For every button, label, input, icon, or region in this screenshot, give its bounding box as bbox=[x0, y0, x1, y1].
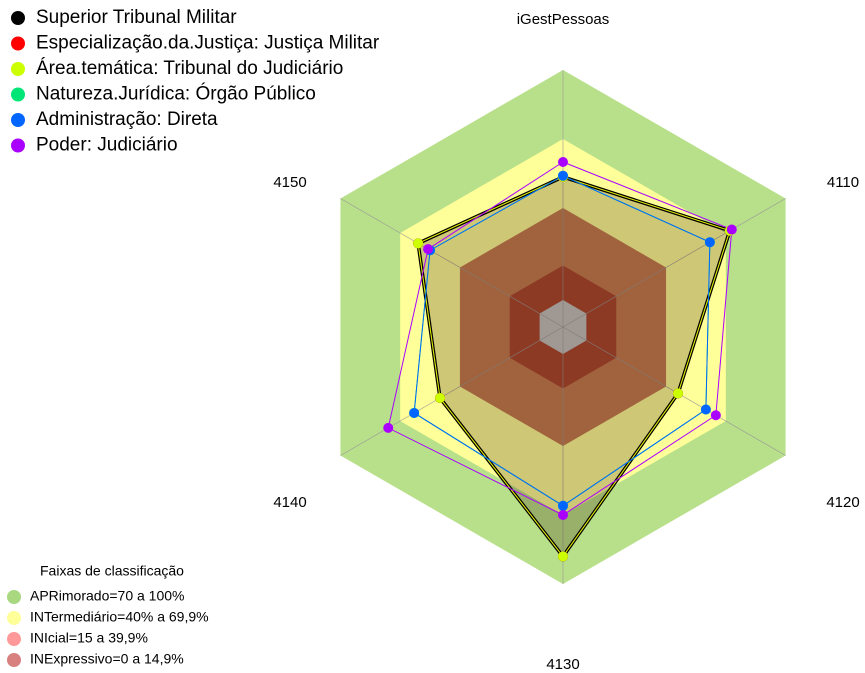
legend-label: Área.temática: Tribunal do Judiciário bbox=[36, 58, 343, 79]
data-point bbox=[710, 410, 721, 421]
data-point bbox=[435, 393, 446, 403]
data-point bbox=[383, 422, 394, 433]
data-point bbox=[558, 551, 568, 562]
legend-marker bbox=[11, 11, 25, 25]
data-point bbox=[673, 388, 684, 399]
legend-label: Especialização.da.Justiça: Justiça Milit… bbox=[36, 33, 380, 54]
data-point bbox=[700, 404, 711, 415]
axis-label: 4120 bbox=[826, 494, 859, 511]
legend-marker bbox=[11, 62, 25, 76]
data-point bbox=[413, 238, 424, 249]
legend-marker bbox=[11, 138, 25, 153]
data-point bbox=[558, 500, 568, 511]
chart-title: iGestPessoas bbox=[517, 11, 610, 28]
band-legend-label: APRimorado=70 a 100% bbox=[30, 588, 185, 604]
band-legend-marker bbox=[7, 632, 21, 646]
legend-marker bbox=[11, 113, 25, 127]
legend-label: Administração: Direta bbox=[36, 109, 218, 130]
data-point bbox=[726, 224, 737, 235]
data-point bbox=[558, 510, 568, 520]
axis-label: 4140 bbox=[273, 494, 306, 511]
legend-label: Superior Tribunal Militar bbox=[36, 7, 237, 28]
band-legend-marker bbox=[7, 611, 21, 625]
legend-marker bbox=[11, 36, 25, 51]
band-legend-label: INTermediário=40% a 69,9% bbox=[30, 609, 209, 625]
axis-line bbox=[340, 326, 564, 456]
legend-marker bbox=[11, 87, 25, 102]
data-point bbox=[423, 244, 434, 255]
legend-label: Poder: Judiciário bbox=[36, 135, 178, 156]
band-legend-marker bbox=[7, 653, 21, 667]
data-point bbox=[558, 157, 568, 167]
data-point bbox=[558, 170, 568, 181]
axis-label: 4130 bbox=[546, 656, 579, 673]
band-legend-label: INExpressivo=0 a 14,9% bbox=[30, 651, 184, 667]
band-legend-label: INIcial=15 a 39,9% bbox=[30, 630, 148, 646]
axis-line bbox=[340, 198, 564, 328]
band-legend-marker bbox=[7, 590, 21, 604]
axis-label: 4110 bbox=[827, 174, 859, 191]
bands-legend-title: Faixas de classificação bbox=[40, 563, 184, 579]
data-point bbox=[704, 237, 715, 248]
legend-label: Natureza.Jurídica: Órgão Público bbox=[36, 83, 316, 105]
axis-line bbox=[562, 198, 786, 328]
axis-label: 4150 bbox=[273, 174, 306, 191]
data-point bbox=[409, 407, 420, 418]
